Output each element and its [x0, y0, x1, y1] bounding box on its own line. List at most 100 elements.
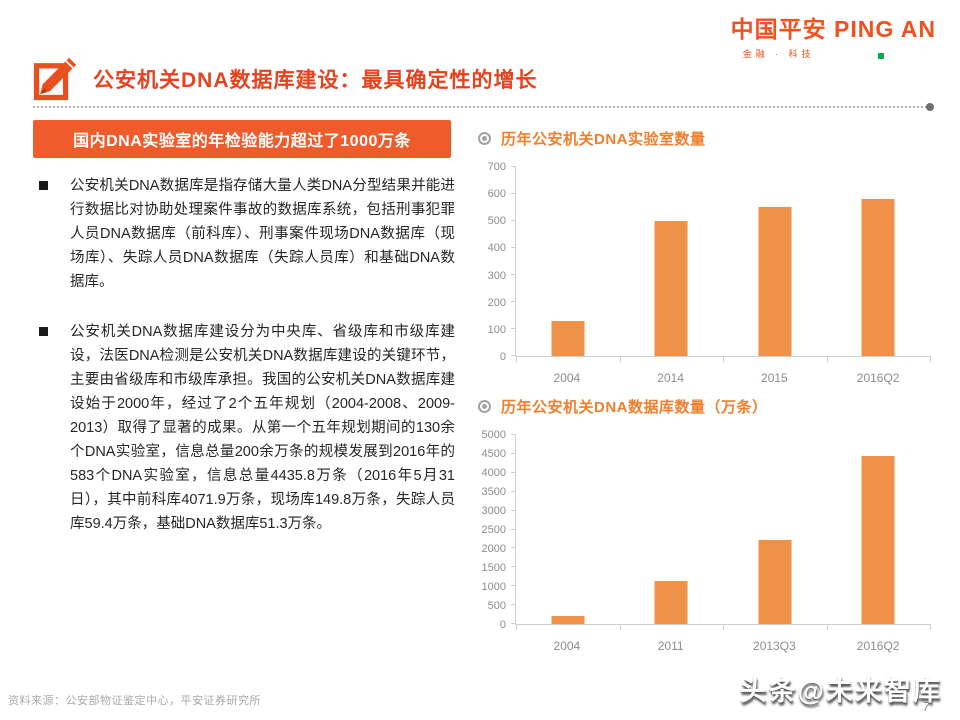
bar-slot	[620, 167, 724, 356]
bar-slot	[516, 435, 620, 624]
plot-area	[511, 166, 931, 362]
y-axis-tick	[511, 490, 516, 492]
y-axis-tick	[511, 220, 516, 221]
pingan-logo-wordmark: 中国平安 PING AN	[730, 16, 936, 42]
y-axis-tick	[511, 301, 516, 302]
y-axis-tick	[511, 509, 516, 511]
x-axis-tick-label: 2004	[553, 371, 581, 385]
chart-header: 历年公安机关DNA实验室数量	[478, 128, 934, 149]
x-axis-tick-label: 2011	[657, 639, 684, 653]
bar-slot	[723, 435, 827, 624]
y-axis-tick-label: 4000	[481, 467, 506, 479]
y-axis-tick-label: 1000	[481, 581, 506, 593]
y-axis-tick-label: 2000	[481, 543, 506, 555]
y-axis-tick-label: 0	[499, 351, 506, 363]
bullet-item: 公安机关DNA数据库建设分为中央库、省级库和市级库建设，法医DNA检测是公安机关…	[37, 320, 455, 536]
x-axis-tick-label: 2014	[657, 371, 684, 385]
y-axis-tick-label: 400	[487, 242, 506, 255]
bullet-list: 公安机关DNA数据库是指存储大量人类DNA分型结果并能进行数据比对协助处理案件事…	[37, 174, 455, 562]
plot-area	[511, 434, 931, 630]
x-axis-tick	[516, 356, 517, 362]
y-axis-tick	[511, 193, 516, 194]
x-axis-tick	[930, 624, 931, 630]
slide-title-row: 公安机关DNA数据库建设：最具确定性的增长	[33, 56, 538, 102]
bars-container	[516, 435, 930, 624]
y-axis-tick	[511, 434, 516, 435]
y-axis-tick	[511, 547, 516, 549]
y-axis-tick-label: 200	[487, 296, 506, 309]
x-axis-tick-label: 2013Q3	[753, 639, 796, 653]
x-axis-tick	[619, 356, 621, 362]
x-axis-tick	[930, 356, 931, 362]
bar-2013Q3	[758, 539, 792, 624]
y-axis-tick	[511, 328, 516, 329]
y-axis-tick	[511, 528, 516, 530]
bar-2004	[551, 320, 585, 356]
square-bullet-icon	[39, 181, 48, 190]
pencil-edit-icon	[33, 56, 77, 102]
x-axis-tick-label: 2004	[553, 639, 581, 653]
x-axis-tick	[826, 356, 828, 362]
pingan-logo: 中国平安 PING AN 金融 · 科技	[731, 10, 936, 60]
x-axis-tick	[826, 624, 828, 630]
y-axis-tick	[511, 247, 516, 248]
key-message-banner: 国内DNA实验室的年检验能力超过了1000万条	[33, 120, 451, 158]
bar-2011	[654, 580, 688, 624]
bar-chart: 0 100 200 300 400 500 600 700 2004 2014 2015 2016Q…	[478, 161, 934, 385]
pingan-logo-green-dot	[878, 53, 884, 59]
bullet-text: 公安机关DNA数据库是指存储大量人类DNA分型结果并能进行数据比对协助处理案件事…	[70, 178, 455, 290]
bullseye-icon	[478, 400, 491, 413]
y-axis-tick-label: 3000	[481, 505, 506, 517]
bullseye-icon	[478, 132, 491, 145]
bar-2016Q2	[861, 198, 895, 356]
bar-slot	[723, 167, 827, 356]
y-axis-tick-label: 600	[487, 188, 506, 201]
y-axis-tick-label: 4500	[481, 448, 506, 460]
bar-2004	[551, 616, 585, 624]
x-axis-tick-label: 2016Q2	[856, 371, 900, 385]
bar-2016Q2	[861, 456, 895, 624]
y-axis-tick-label: 0	[499, 619, 506, 631]
y-axis-labels: 0 500 1000 1500 2000 2500 3000 3500 4000 4500 5000	[478, 430, 510, 631]
y-axis-tick-label: 3500	[481, 486, 506, 498]
x-axis-tick	[516, 624, 517, 630]
bar-slot	[827, 167, 931, 356]
y-axis-tick	[511, 274, 516, 275]
chart-title: 历年公安机关DNA实验室数量	[501, 131, 706, 148]
y-axis-tick-label: 1500	[481, 562, 506, 574]
y-axis-labels: 0 100 200 300 400 500 600 700	[478, 162, 510, 363]
bar-chart: 0 500 1000 1500 2000 2500 3000 3500 4000 4500 5000…	[478, 429, 934, 653]
chart-dna-database-records: 历年公安机关DNA数据库数量（万条） 0 500 1000 1500 2000 2500 3…	[478, 396, 934, 653]
x-axis-tick	[723, 624, 724, 630]
x-axis-labels: 2004 2014 2015 2016Q2	[515, 363, 930, 385]
x-axis-tick-label: 2015	[761, 371, 788, 385]
title-divider	[33, 103, 934, 111]
divider-end-dot	[926, 103, 934, 111]
y-axis-tick	[511, 166, 516, 167]
y-axis-tick	[511, 623, 516, 624]
y-axis-tick	[511, 471, 516, 473]
y-axis-tick-label: 100	[487, 323, 506, 336]
y-axis-tick-label: 300	[487, 269, 506, 282]
y-axis-tick	[511, 585, 516, 587]
bullet-item: 公安机关DNA数据库是指存储大量人类DNA分型结果并能进行数据比对协助处理案件事…	[37, 174, 455, 294]
bar-2015	[758, 206, 792, 356]
bar-slot	[620, 435, 724, 624]
bar-slot	[827, 435, 931, 624]
y-axis-tick-label: 500	[487, 215, 506, 228]
x-axis-labels: 2004 2011 2013Q3 2016Q2	[515, 631, 930, 653]
y-axis-tick-label: 700	[487, 161, 506, 173]
y-axis-tick-label: 5000	[481, 429, 506, 441]
x-axis-tick	[723, 356, 724, 362]
page-number: 7	[922, 699, 930, 714]
y-axis-tick-label: 500	[487, 600, 506, 612]
x-axis-tick-label: 2016Q2	[856, 639, 900, 653]
y-axis-tick	[511, 566, 516, 568]
watermark: 头条@未来智库	[739, 676, 942, 706]
y-axis-tick	[511, 355, 516, 356]
bar-slot	[516, 167, 620, 356]
y-axis-tick	[511, 452, 516, 454]
x-axis-tick	[619, 624, 621, 630]
chart-dna-lab-count: 历年公安机关DNA实验室数量 0 100 200 300 400 500 600 700 20…	[478, 128, 934, 385]
bar-2014	[654, 221, 688, 356]
